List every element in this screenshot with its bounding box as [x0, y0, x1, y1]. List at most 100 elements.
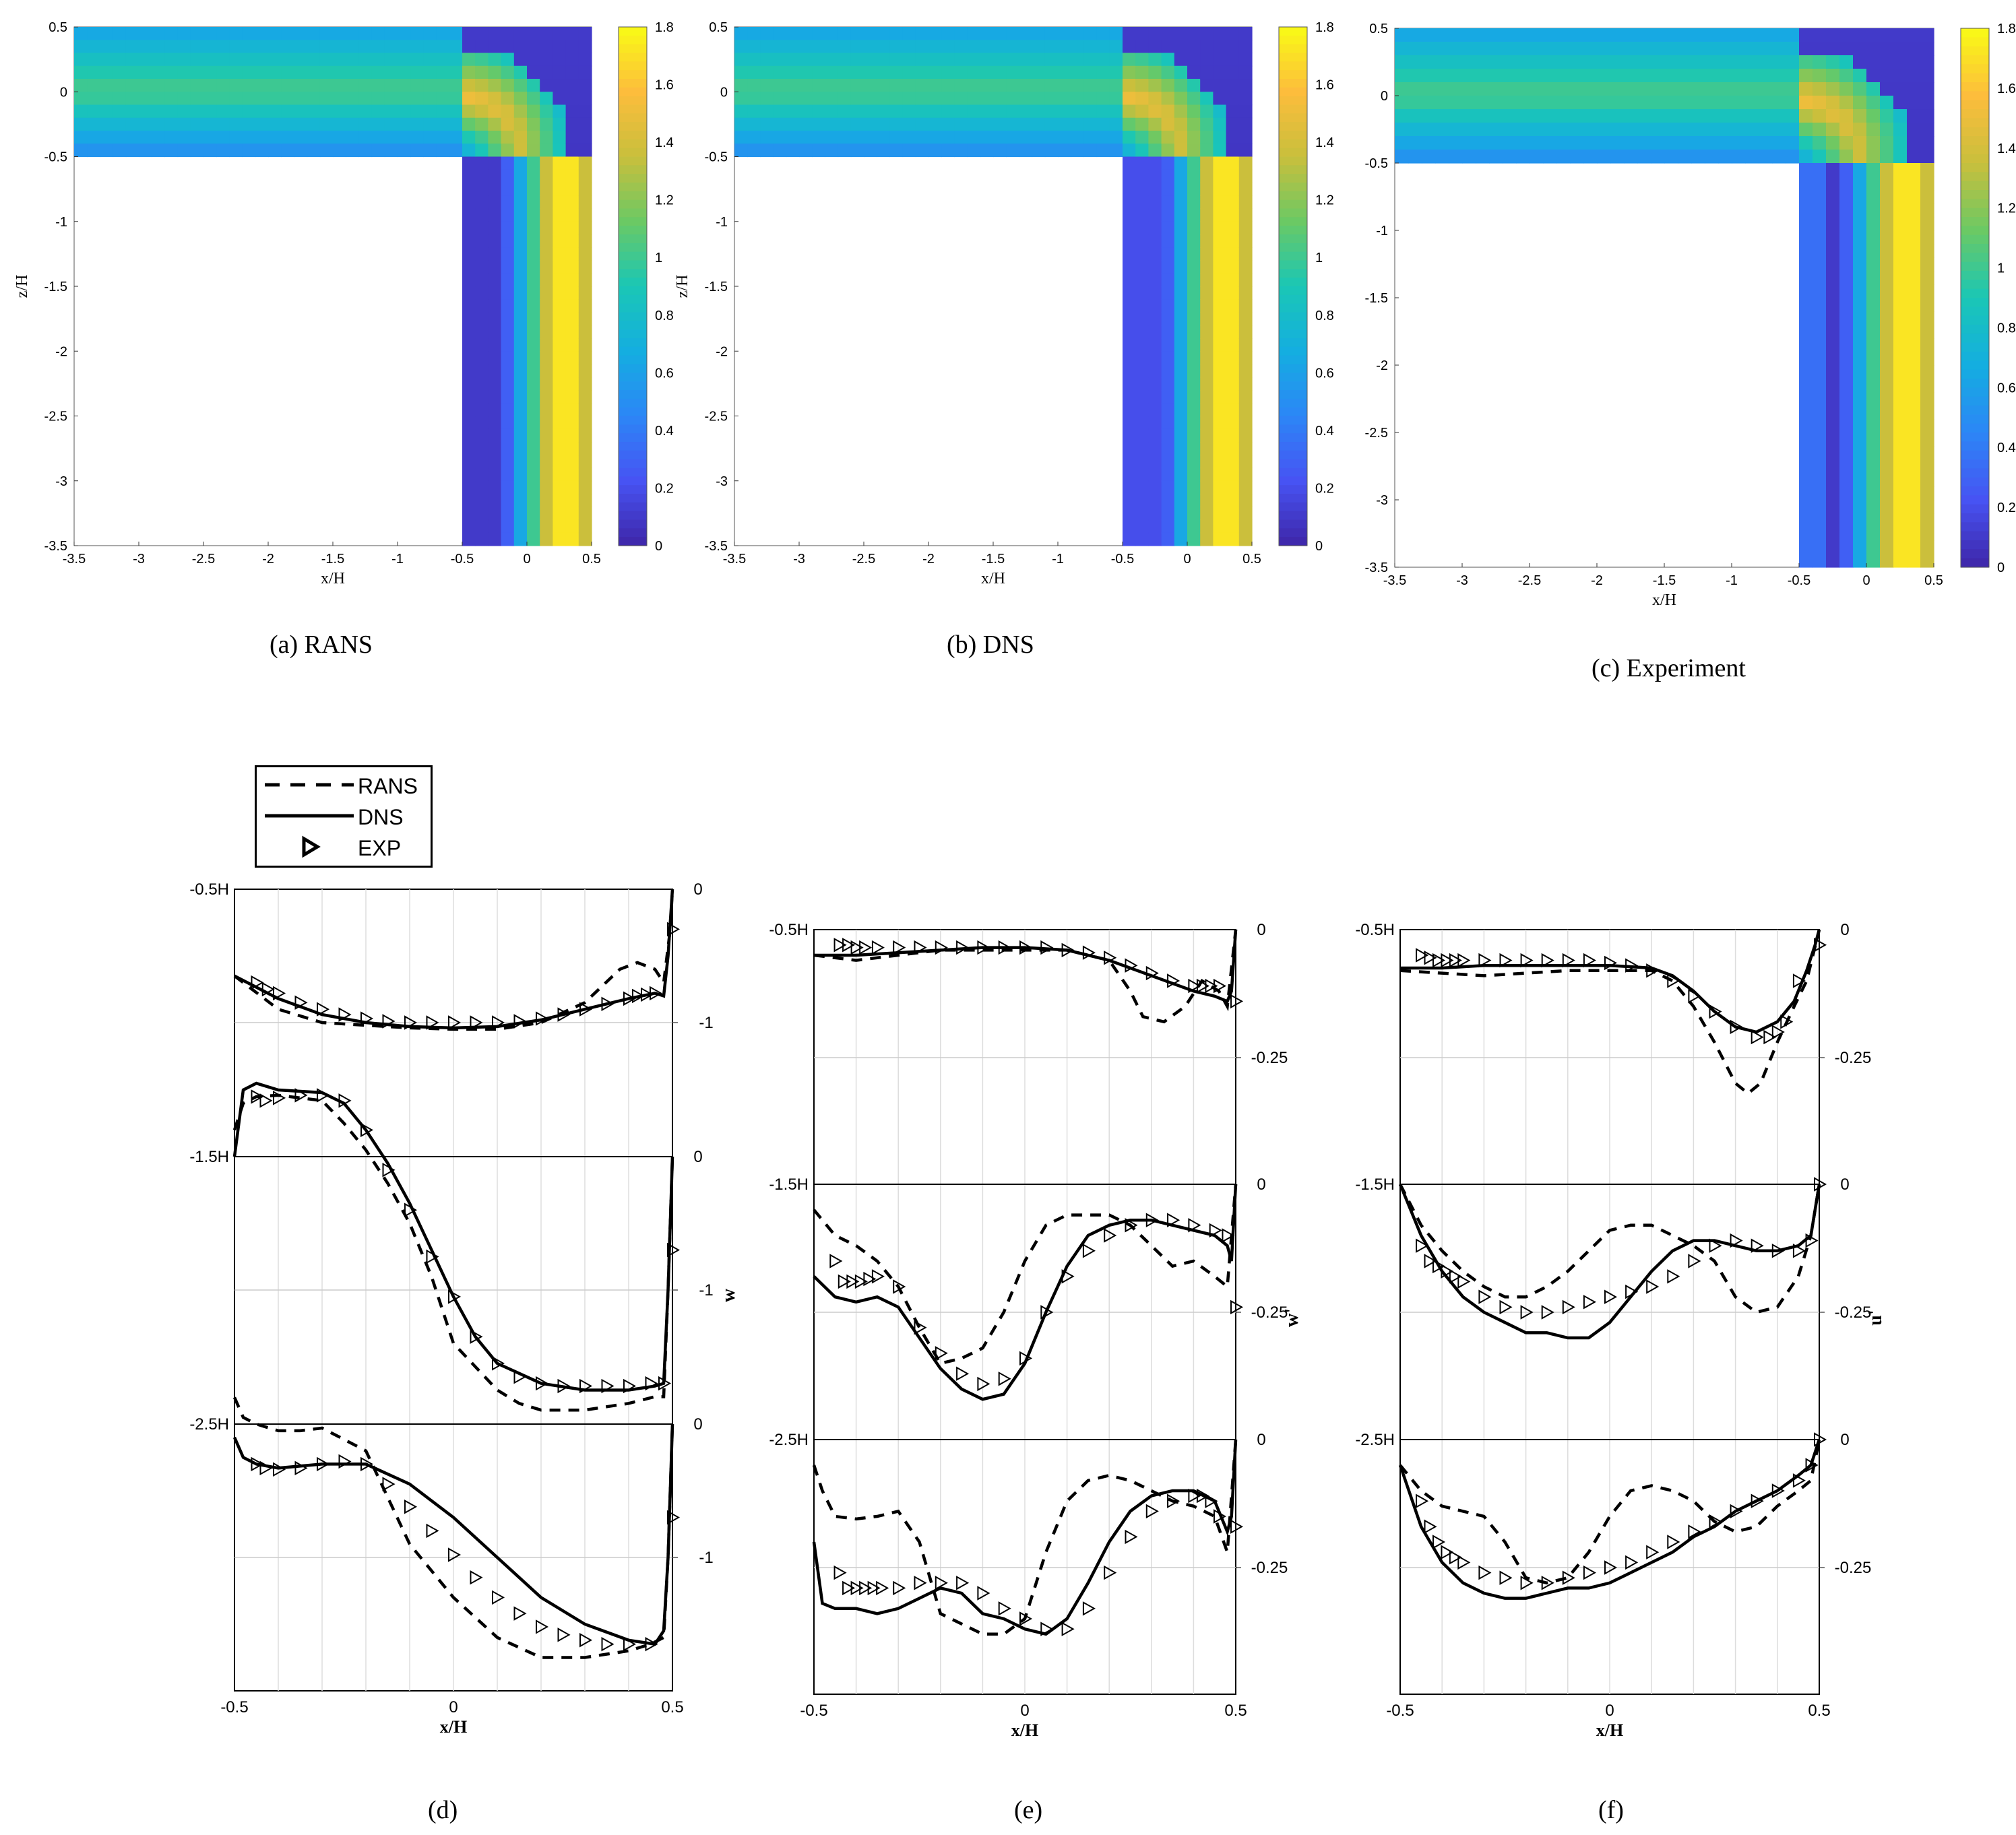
heatmap-cell — [410, 104, 424, 119]
heatmap-cell — [747, 27, 761, 40]
heatmap-cell — [1651, 109, 1665, 123]
heatmap-cell — [1826, 540, 1840, 554]
heatmap-cell — [1853, 217, 1867, 231]
heatmap-cell — [1853, 257, 1867, 271]
heatmap-cell — [1893, 527, 1908, 541]
heatmap-cell — [152, 92, 165, 106]
heatmap-cell — [1556, 109, 1571, 123]
y-tick-label: -2.5 — [1365, 426, 1388, 441]
heatmap-cell — [1135, 403, 1149, 417]
heatmap-cell — [462, 131, 476, 144]
exp-marker — [273, 1462, 286, 1477]
heatmap-cell — [164, 92, 179, 106]
heatmap-cell — [1006, 143, 1019, 158]
exp-marker — [261, 981, 275, 997]
heatmap-cell — [1174, 273, 1188, 287]
colorbar-segment — [1279, 139, 1307, 149]
heatmap-cell — [1161, 53, 1175, 67]
heatmap-cell — [1238, 208, 1253, 222]
heatmap-cell — [501, 53, 515, 67]
heatmap-cell — [398, 143, 411, 158]
heatmap-cell — [462, 532, 476, 546]
heatmap-cell — [1161, 79, 1175, 92]
heatmap-cell — [1920, 123, 1934, 137]
heatmap-cell — [177, 65, 191, 79]
heatmap-cell — [1226, 247, 1240, 261]
heatmap-cell — [1893, 500, 1908, 514]
exp-marker — [294, 1088, 308, 1103]
heatmap-cell — [1826, 217, 1840, 231]
x-tick-label: 0 — [449, 1698, 458, 1716]
heatmap-cell — [1213, 117, 1227, 131]
heatmap-cell — [1006, 27, 1019, 40]
x-tick-label: -0.5 — [1788, 573, 1810, 588]
exp-marker — [448, 1289, 462, 1304]
heatmap-cell — [1826, 109, 1840, 123]
exp-marker — [1805, 1458, 1819, 1473]
heatmap-cell — [1006, 53, 1019, 67]
heatmap-cell — [1530, 69, 1544, 83]
heatmap-cell — [1226, 65, 1240, 79]
heatmap-cell — [1920, 419, 1934, 433]
exp-marker — [360, 1456, 374, 1472]
heatmap-cell — [513, 131, 528, 144]
heatmap-cell — [1907, 500, 1921, 514]
heatmap-cell — [1174, 104, 1188, 119]
heatmap-cell — [139, 143, 152, 158]
colorbar-segment — [619, 61, 647, 71]
heatmap-cell — [527, 53, 540, 67]
heatmap-cell — [242, 40, 256, 54]
heatmap-cell — [1678, 96, 1692, 110]
heatmap-cell — [475, 156, 489, 170]
rans-line — [233, 889, 674, 1031]
heatmap-cell — [967, 104, 981, 119]
colorbar-segment — [619, 87, 647, 97]
heatmap-cell — [553, 156, 567, 170]
heatmap-cell — [1839, 190, 1854, 204]
heatmap-cell — [449, 143, 463, 158]
heatmap-cell — [1651, 55, 1665, 69]
exp-marker — [1061, 1269, 1075, 1284]
heatmap-cell — [1123, 247, 1136, 261]
x-tick-label: -1.5 — [1653, 573, 1676, 588]
heatmap-cell — [864, 131, 877, 144]
heatmap-cell — [1083, 143, 1098, 158]
heatmap-cell — [1637, 136, 1651, 150]
heatmap-cell — [954, 79, 968, 92]
x-tick-label: 0.5 — [1242, 552, 1261, 567]
heatmap-cell — [1019, 40, 1033, 54]
heatmap-cell — [74, 27, 88, 40]
heatmap-cell — [1200, 532, 1214, 546]
heatmap-cell — [423, 79, 437, 92]
station-label: -1.5H — [769, 1176, 809, 1194]
heatmap-cell — [1678, 82, 1692, 96]
colorbar-segment — [1961, 486, 1989, 496]
heatmap-cell — [1597, 109, 1611, 123]
y-tick-label: -2.5 — [705, 410, 728, 424]
heatmap-cell — [1435, 109, 1449, 123]
heatmap-cell — [1148, 377, 1162, 391]
heatmap-cell — [565, 338, 579, 352]
heatmap-cell — [1624, 136, 1638, 150]
heatmap-cell — [1556, 96, 1571, 110]
heatmap-cell — [578, 131, 592, 144]
heatmap-cell — [501, 312, 515, 326]
heatmap-cell — [1866, 500, 1881, 514]
heatmap-cell — [1786, 150, 1800, 164]
heatmap-cell — [1213, 312, 1227, 326]
heatmap-cell — [1705, 136, 1719, 150]
heatmap-cell — [1071, 27, 1084, 40]
heatmap-cell — [1866, 298, 1881, 312]
heatmap-cell — [1813, 284, 1827, 298]
heatmap-cell — [980, 131, 994, 144]
heatmap-cell — [1435, 136, 1449, 150]
heatmap-cell — [565, 40, 579, 54]
heatmap-cell — [993, 65, 1007, 79]
heatmap-cell — [1161, 507, 1175, 521]
colorbar-tick-label: 0.2 — [1315, 481, 1334, 496]
colorbar-segment — [1279, 485, 1307, 494]
heatmap-cell — [1200, 260, 1214, 274]
heatmap-cell — [1664, 82, 1678, 96]
heatmap-cell — [1826, 176, 1840, 191]
heatmap-cell — [540, 351, 553, 365]
